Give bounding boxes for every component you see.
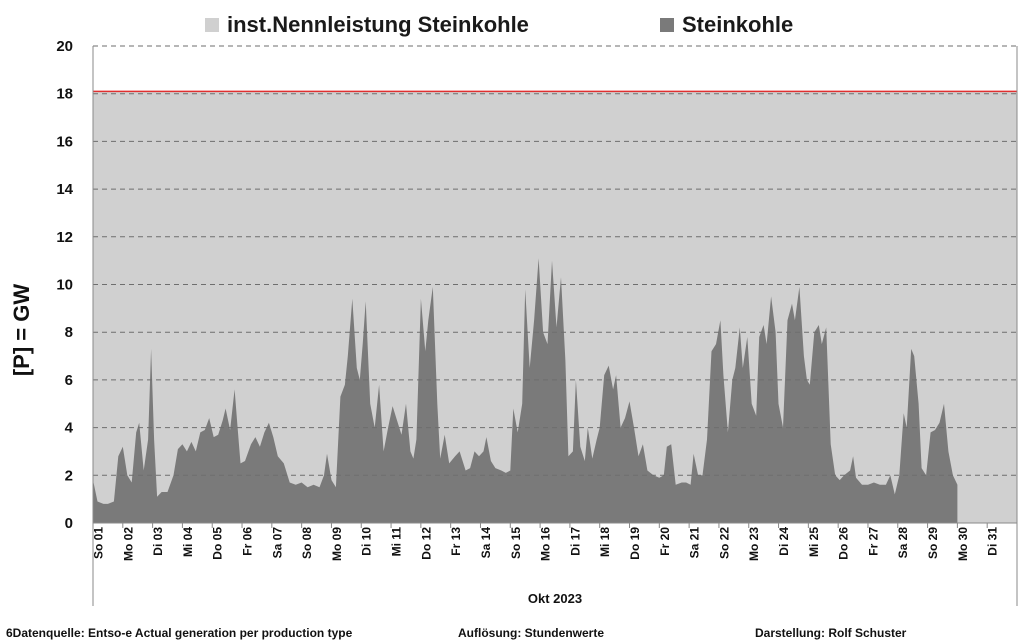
x-tick-label: Do 12 <box>419 527 433 560</box>
x-tick-label: Di 31 <box>986 527 1000 556</box>
x-tick-label: Do 05 <box>211 527 225 560</box>
x-tick-label: Sa 07 <box>270 527 284 559</box>
y-tick-label-2: 2 <box>65 467 73 484</box>
x-tick-label: So 01 <box>92 527 106 559</box>
legend-swatch-capacity <box>205 18 219 32</box>
y-tick-label-6: 6 <box>65 372 73 389</box>
y-tick-label-14: 14 <box>56 181 73 198</box>
x-tick-label: Mi 25 <box>807 527 821 557</box>
footer-resolution: Auflösung: Stundenwerte <box>458 626 604 640</box>
x-tick-label: Fr 06 <box>241 527 255 556</box>
x-tick-label: Sa 28 <box>896 527 910 559</box>
y-tick-label-8: 8 <box>65 324 73 341</box>
x-tick-label: Di 24 <box>777 527 791 556</box>
x-tick-label: Do 19 <box>628 527 642 560</box>
legend-label-capacity: inst.Nennleistung Steinkohle <box>227 12 529 37</box>
legend-item-capacity: inst.Nennleistung Steinkohle <box>205 12 529 38</box>
x-tick-label: Di 03 <box>151 527 165 556</box>
x-tick-label: Do 26 <box>837 527 851 560</box>
y-tick-label-0: 0 <box>65 515 73 532</box>
legend-swatch-steinkohle <box>660 18 674 32</box>
footer: 6Datenquelle: Entso-e Actual generation … <box>0 626 1027 643</box>
series-steinkohle-area <box>93 258 958 523</box>
x-tick-label: Mo 16 <box>539 527 553 561</box>
y-tick-label-16: 16 <box>56 133 73 150</box>
x-tick-label: Fr 13 <box>449 527 463 556</box>
x-tick-label: Di 10 <box>360 527 374 556</box>
legend-label-steinkohle: Steinkohle <box>682 12 794 37</box>
x-tick-label: So 08 <box>300 527 314 559</box>
y-tick-label-10: 10 <box>56 277 73 294</box>
x-tick-label: Mi 18 <box>598 527 612 557</box>
legend-item-steinkohle: Steinkohle <box>660 12 793 38</box>
x-tick-label: Sa 21 <box>688 527 702 559</box>
footer-source: 6Datenquelle: Entso-e Actual generation … <box>6 626 353 640</box>
x-axis-title: Okt 2023 <box>528 591 582 606</box>
x-tick-label: Mo 30 <box>956 527 970 561</box>
x-tick-label: Fr 27 <box>866 527 880 556</box>
x-tick-label: So 15 <box>509 527 523 559</box>
x-tick-label: Fr 20 <box>658 527 672 556</box>
footer-author: Darstellung: Rolf Schuster <box>755 626 907 640</box>
legend: inst.Nennleistung Steinkohle Steinkohle <box>0 12 1027 42</box>
x-tick-label: Mo 09 <box>330 527 344 561</box>
x-tick-label: Mi 04 <box>181 527 195 557</box>
x-tick-label: Di 17 <box>568 527 582 556</box>
y-tick-label-18: 18 <box>56 86 73 103</box>
x-tick-label: Sa 14 <box>479 527 493 559</box>
x-tick-label: So 29 <box>926 527 940 559</box>
x-tick-label: Mo 23 <box>747 527 761 561</box>
y-tick-label-12: 12 <box>56 229 73 246</box>
y-tick-label-4: 4 <box>65 420 74 437</box>
x-tick-label: So 22 <box>717 527 731 559</box>
y-tick-label-20: 20 <box>56 38 73 55</box>
x-tick-label: Mo 02 <box>121 527 135 561</box>
x-tick-label: Mi 11 <box>390 527 404 557</box>
